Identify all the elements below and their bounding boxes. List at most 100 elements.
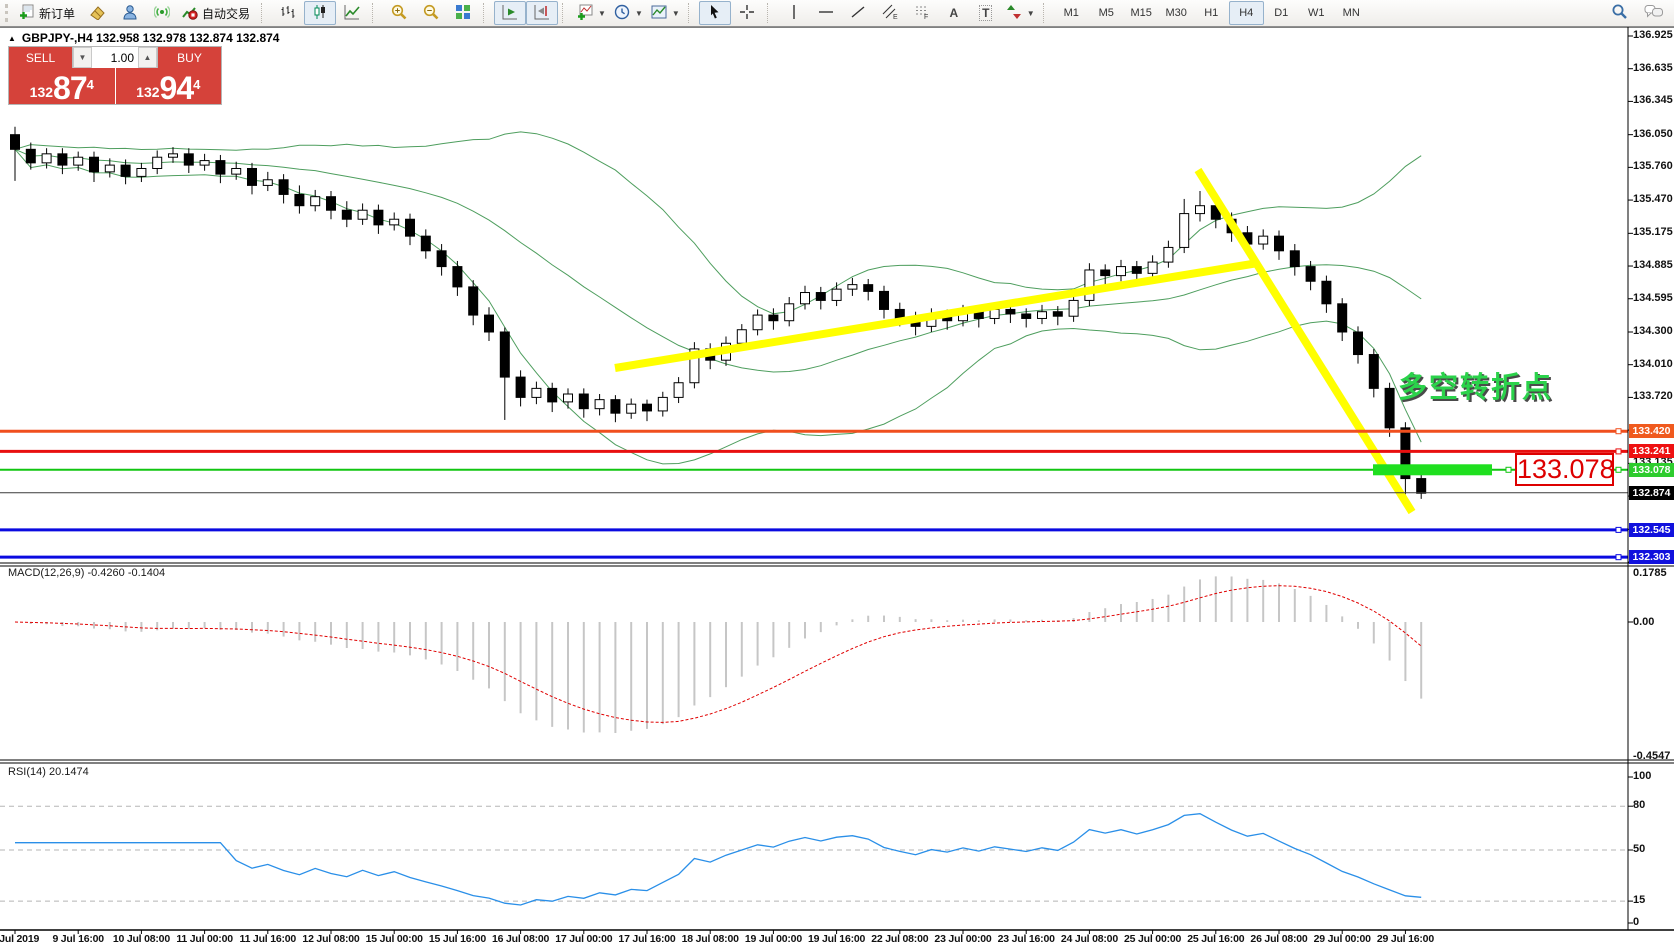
candle-body [547,387,558,403]
toolbar-separator [1042,3,1051,23]
toolbar-separator [687,3,696,23]
timeframe-h1-button[interactable]: H1 [1204,7,1219,19]
cursor-tool-button[interactable] [698,1,731,25]
candle-body [1321,280,1332,305]
candle-body [1037,311,1047,319]
timeframe-m5-button[interactable]: M5 [1098,7,1114,19]
vertical-line-tool-button[interactable] [778,1,810,25]
candle-body [1116,266,1126,277]
volume-increase-button[interactable]: ▲ [138,47,157,68]
chart-shift-icon [534,4,550,23]
buy-price-pip: 4 [193,77,201,92]
new-order-button[interactable]: 新订单 [15,1,82,25]
text-label-tool-button[interactable]: T [970,1,1002,25]
trendline-tool-button[interactable] [842,1,874,25]
rsi-tick-label: 0 [1633,916,1640,928]
rsi-indicator-label: RSI(14) 20.1474 [8,766,89,778]
auto-scroll-button[interactable] [494,1,527,25]
timeframe-m1-button[interactable]: M1 [1063,7,1079,19]
timeframe-d1-button[interactable]: D1 [1274,7,1289,19]
autotrading-button[interactable]: 自动交易 [178,1,257,25]
candle-body [405,218,415,237]
periods-button[interactable]: ▼ [610,1,647,25]
panel-collapse-icon[interactable]: ▲ [8,33,16,43]
indicators-button[interactable]: ▼ [573,1,610,25]
chart-annotation-text[interactable]: 多空转折点 [1398,372,1554,404]
buy-price-prefix: 132 [136,84,160,100]
rsi-tick-label: 15 [1633,894,1646,907]
price-tick-label: 136.635 [1633,61,1673,74]
green-highlight-bar [1373,464,1492,476]
time-tick-label: 29 Jul 16:00 [1376,933,1434,945]
buy-price[interactable]: 132 94 4 [115,68,221,104]
buy-button[interactable]: BUY [158,47,221,68]
templates-button[interactable]: ▼ [647,1,684,25]
text-tool-button[interactable]: A [938,1,970,25]
timeframe-mn-button[interactable]: MN [1342,7,1360,19]
candle-body [104,164,115,173]
line-anchor [1615,466,1622,473]
toolbar: 新订单 自动交易 [0,0,1674,27]
zoom-in-button[interactable] [383,1,415,25]
time-tick-label: 22 Jul 08:00 [871,933,929,945]
chart-title: GBPJPY-,H4 132.958 132.978 132.874 132.8… [21,31,280,45]
timeframe-m30-button[interactable]: M30 [1165,7,1187,19]
line-chart-icon [344,4,360,23]
chart-shift-button[interactable] [526,1,559,25]
candle-body [815,292,826,301]
price-tick-label: 136.345 [1633,94,1673,107]
bar-chart-button[interactable] [272,1,304,25]
sell-price[interactable]: 132 87 4 [9,68,115,104]
candle-body [262,179,273,186]
candle-body [420,235,431,252]
time-tick-label: 19 Jul 00:00 [744,933,802,945]
sell-button[interactable]: SELL [9,47,72,68]
volume-input[interactable] [92,47,138,68]
candle-body [1084,269,1095,301]
line-chart-button[interactable] [336,1,368,25]
chat-icon[interactable] [1644,4,1664,25]
timeframe-h4-button[interactable]: H4 [1228,1,1264,25]
price-level-callout[interactable]: 133.078 [1515,453,1615,486]
sell-price-prefix: 132 [29,84,54,100]
timeframe-w1-button[interactable]: W1 [1307,7,1325,19]
candle-body [1005,308,1016,315]
toolbar-drag-handle[interactable] [5,4,12,22]
price-badge: 133.078 [1629,462,1674,477]
candle-body [73,156,84,166]
macd-axis-zero: 0.00 [1633,616,1655,628]
chevron-down-icon: ▼ [598,8,606,18]
vertical-line-icon [786,4,802,23]
expert-advisors-button[interactable] [114,1,146,25]
rsi-tick-label: 50 [1633,843,1646,855]
horizontal-line-tool-button[interactable] [810,1,842,25]
arrows-tool-button[interactable]: ▼ [1002,1,1039,25]
search-icon[interactable] [1611,3,1628,25]
eraser-button[interactable] [82,1,114,25]
candle-body [736,329,747,344]
price-badge: 133.241 [1629,444,1674,459]
volume-decrease-button[interactable]: ▼ [73,47,92,68]
price-tick-label: 134.010 [1633,357,1673,370]
template-icon [651,4,667,23]
candle-body [673,382,684,398]
timeframe-m15-button[interactable]: M15 [1130,7,1152,19]
candle-body [626,403,637,414]
crosshair-tool-button[interactable] [731,1,763,25]
time-tick-label: 16 Jul 08:00 [492,933,550,945]
text-tool-icon: A [949,6,959,20]
svg-text:F: F [924,14,928,20]
candlestick-chart-button[interactable] [304,1,337,25]
candle-body [657,396,668,412]
time-tick-label: 18 Jul 08:00 [681,933,739,945]
toolbar-separator [261,3,269,23]
fibonacci-tool-button[interactable]: F [906,1,938,25]
line-anchor [1615,526,1622,533]
equidistant-channel-tool-button[interactable]: E [874,1,906,25]
zoom-out-button[interactable] [415,1,447,25]
signals-button[interactable] [146,1,178,25]
tile-windows-button[interactable] [447,1,479,25]
candle-body [1163,246,1174,263]
